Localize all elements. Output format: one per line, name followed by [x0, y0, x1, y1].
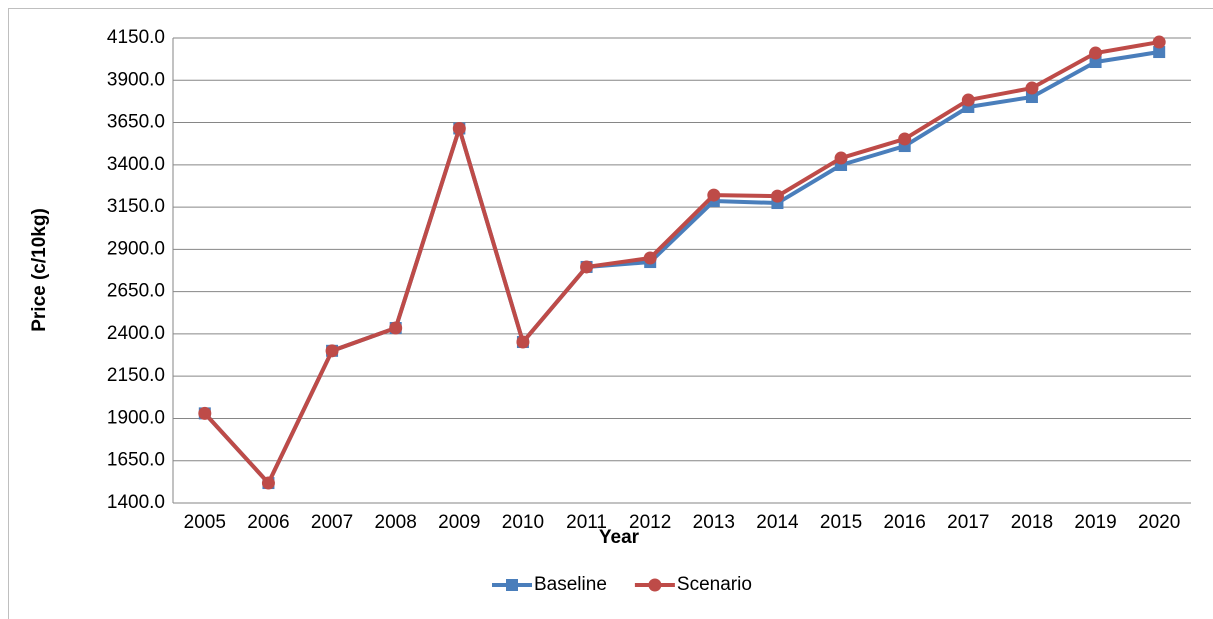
x-tick-label: 2006 — [247, 512, 289, 533]
marker — [1153, 46, 1166, 59]
x-tick-label: 2012 — [629, 512, 671, 533]
y-tick-label: 2150.0 — [107, 365, 165, 386]
x-tick-label: 2015 — [820, 512, 862, 533]
marker — [643, 251, 657, 265]
marker — [1089, 56, 1102, 69]
x-tick-label: 2011 — [566, 512, 607, 533]
marker — [1089, 46, 1103, 60]
y-tick-label: 3400.0 — [107, 154, 165, 175]
y-tick-label: 3900.0 — [107, 69, 165, 90]
x-tick-label: 2013 — [693, 512, 735, 533]
legend-marker — [648, 578, 662, 592]
marker — [1152, 35, 1166, 49]
legend-marker — [506, 579, 518, 591]
y-tick-label: 2400.0 — [107, 323, 165, 344]
y-tick-label: 1650.0 — [107, 450, 165, 471]
marker — [1025, 81, 1039, 95]
series-line — [203, 40, 1160, 486]
chart-border — [8, 8, 1213, 619]
x-axis-title: Year — [599, 527, 640, 548]
marker — [770, 189, 784, 203]
marker — [580, 260, 594, 274]
x-tick-label: 2007 — [311, 512, 353, 533]
x-tick-label: 2018 — [1011, 512, 1053, 533]
marker — [707, 188, 721, 202]
x-tick-label: 2014 — [756, 512, 799, 533]
y-tick-label: 3150.0 — [107, 196, 165, 217]
y-tick-label: 1400.0 — [107, 492, 165, 513]
marker — [1025, 91, 1038, 104]
marker — [389, 321, 403, 335]
marker — [898, 132, 912, 146]
y-tick-label: 2900.0 — [107, 238, 165, 259]
x-tick-label: 2009 — [438, 512, 480, 533]
legend-label: Scenario — [677, 574, 752, 595]
x-tick-label: 2020 — [1138, 512, 1180, 533]
x-tick-label: 2016 — [884, 512, 926, 533]
y-axis-title: Price (c/10kg) — [29, 208, 50, 332]
marker — [198, 406, 212, 420]
x-tick-label: 2005 — [184, 512, 226, 533]
marker — [325, 344, 339, 358]
marker — [261, 476, 275, 490]
y-tick-label: 1900.0 — [107, 407, 165, 428]
marker — [834, 151, 848, 165]
marker — [452, 121, 466, 135]
x-tick-label: 2017 — [947, 512, 989, 533]
y-tick-label: 2650.0 — [107, 281, 165, 302]
y-tick-label: 3650.0 — [107, 112, 165, 133]
marker — [961, 93, 975, 107]
x-tick-label: 2008 — [375, 512, 417, 533]
marker — [516, 335, 530, 349]
y-tick-label: 4150.0 — [107, 27, 165, 48]
x-tick-label: 2019 — [1074, 512, 1116, 533]
legend-label: Baseline — [534, 574, 607, 595]
x-tick-label: 2010 — [502, 512, 544, 533]
